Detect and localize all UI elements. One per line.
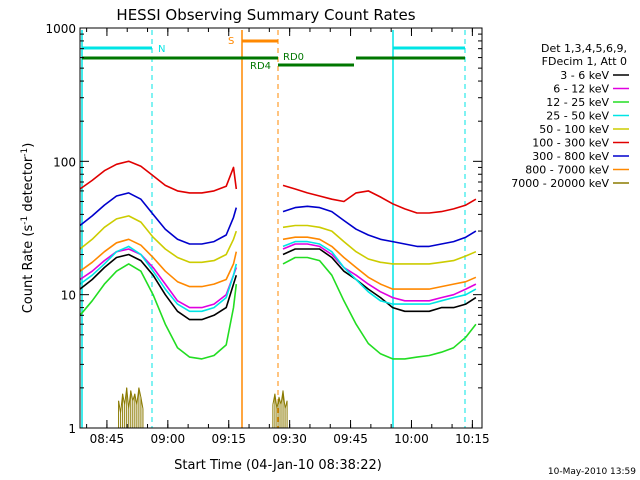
series-8 [118,387,288,428]
series-1-line-0 [79,248,238,309]
series-7-line-0 [79,238,238,288]
x-tick-label: 09:30 [272,432,307,446]
x-tick-label: 10:15 [455,432,490,446]
y-tick-label: 10 [61,289,76,303]
x-axis-label: Start Time (04-Jan-10 08:38:22) [174,458,382,473]
series-layer [79,160,477,428]
series-6-line-1 [282,205,477,248]
series-2-line-0 [79,263,238,360]
legend-label: 25 - 50 keV [546,110,609,123]
x-tick-label: 09:45 [333,432,368,446]
series-0-line-0 [79,253,238,321]
series-5-line-0 [79,160,238,194]
legend-header-2: FDecim 1, Att 0 [542,55,627,68]
legend-label: 100 - 300 keV [532,137,609,150]
series-1-line-1 [282,243,477,302]
flag-label-rd0: RD0 [283,52,304,63]
series-5-line-1 [282,184,477,214]
series-4-line-1 [282,224,477,265]
legend-label: 300 - 800 keV [532,150,609,163]
series-5 [79,160,477,214]
y-tick-label: 1 [68,422,76,436]
x-tick-label: 08:45 [90,432,125,446]
series-6 [79,192,477,248]
axis-layer: 08:45 09:00 09:15 09:30 09:45 10:00 10:15 1000 1… [45,22,489,446]
legend-label: 50 - 100 keV [539,123,609,136]
date-stamp: 10-May-2010 13:59 [548,467,636,477]
series-3-line-0 [79,245,238,313]
series-3 [79,240,477,313]
flag-label-rd4: RD4 [250,61,271,72]
legend-header-1: Det 1,3,4,5,6,9, [541,42,627,55]
series-6-line-0 [79,192,238,245]
y-tick-label: 100 [53,155,76,169]
series-2 [79,256,477,360]
legend-label: 3 - 6 keV [560,69,609,82]
series-7 [79,236,477,290]
y-axis-label: Count Rate (s-1 detector-1) [20,143,36,314]
legend-label: 7000 - 20000 keV [511,177,609,190]
x-tick-label: 10:00 [394,432,429,446]
plot-frame [79,27,483,429]
legend: Det 1,3,4,5,6,9, FDecim 1, Att 0 3 - 6 k… [511,42,629,190]
flag-label-n: N [158,44,165,55]
series-4-line-0 [79,215,238,264]
series-4 [79,215,477,265]
legend-label: 800 - 7000 keV [525,164,609,177]
legend-label: 6 - 12 keV [553,83,609,96]
series-7-line-1 [282,236,477,290]
flag-lines [81,30,466,428]
series-0 [79,248,477,321]
x-tick-label: 09:00 [151,432,186,446]
series-2-line-1 [282,256,477,360]
flag-bars: N S RD4 RD0 [82,36,465,72]
y-tick-label: 1000 [45,22,76,36]
x-tick-label: 09:15 [211,432,246,446]
series-0-line-1 [282,248,477,313]
legend-label: 12 - 25 keV [546,96,609,109]
series-1 [79,243,477,309]
flag-label-s: S [228,36,234,47]
chart-title: HESSI Observing Summary Count Rates [116,6,415,24]
series-3-line-1 [282,240,477,305]
